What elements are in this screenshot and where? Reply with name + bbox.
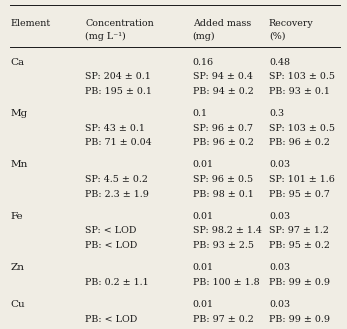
Text: Mg: Mg [10,109,28,118]
Text: PB: 71 ± 0.04: PB: 71 ± 0.04 [85,138,152,147]
Text: Added mass: Added mass [193,19,251,28]
Text: Fe: Fe [10,212,23,221]
Text: PB: 96 ± 0.2: PB: 96 ± 0.2 [193,138,253,147]
Text: PB: 98 ± 0.1: PB: 98 ± 0.1 [193,190,253,199]
Text: Ca: Ca [10,58,25,67]
Text: 0.48: 0.48 [269,58,290,67]
Text: 0.03: 0.03 [269,161,290,169]
Text: PB: 100 ± 1.8: PB: 100 ± 1.8 [193,278,259,287]
Text: SP: 101 ± 1.6: SP: 101 ± 1.6 [269,175,335,184]
Text: Mn: Mn [10,161,28,169]
Text: SP: 103 ± 0.5: SP: 103 ± 0.5 [269,124,335,133]
Text: PB: 93 ± 2.5: PB: 93 ± 2.5 [193,241,254,250]
Text: 0.16: 0.16 [193,58,214,67]
Text: SP: 43 ± 0.1: SP: 43 ± 0.1 [85,124,145,133]
Text: (%): (%) [269,32,286,41]
Text: PB: 93 ± 0.1: PB: 93 ± 0.1 [269,87,330,96]
Text: PB: 94 ± 0.2: PB: 94 ± 0.2 [193,87,253,96]
Text: SP: 204 ± 0.1: SP: 204 ± 0.1 [85,72,151,81]
Text: PB: 195 ± 0.1: PB: 195 ± 0.1 [85,87,152,96]
Text: 0.1: 0.1 [193,109,208,118]
Text: 0.01: 0.01 [193,212,214,221]
Text: SP: 94 ± 0.4: SP: 94 ± 0.4 [193,72,253,81]
Text: 0.03: 0.03 [269,212,290,221]
Text: Element: Element [10,19,51,28]
Text: PB: 99 ± 0.9: PB: 99 ± 0.9 [269,278,330,287]
Text: SP: 103 ± 0.5: SP: 103 ± 0.5 [269,72,335,81]
Text: SP: 4.5 ± 0.2: SP: 4.5 ± 0.2 [85,175,148,184]
Text: SP: 97 ± 1.2: SP: 97 ± 1.2 [269,226,329,235]
Text: PB: < LOD: PB: < LOD [85,315,137,324]
Text: 0.3: 0.3 [269,109,284,118]
Text: SP: < LOD: SP: < LOD [85,226,136,235]
Text: (mg): (mg) [193,32,215,41]
Text: PB: 0.2 ± 1.1: PB: 0.2 ± 1.1 [85,278,149,287]
Text: 0.01: 0.01 [193,300,214,309]
Text: SP: 96 ± 0.7: SP: 96 ± 0.7 [193,124,253,133]
Text: SP: 98.2 ± 1.4: SP: 98.2 ± 1.4 [193,226,261,235]
Text: PB: 96 ± 0.2: PB: 96 ± 0.2 [269,138,330,147]
Text: Recovery: Recovery [269,19,314,28]
Text: Zn: Zn [10,263,24,272]
Text: PB: 2.3 ± 1.9: PB: 2.3 ± 1.9 [85,190,149,199]
Text: Concentration: Concentration [85,19,154,28]
Text: (mg L⁻¹): (mg L⁻¹) [85,32,126,41]
Text: PB: 97 ± 0.2: PB: 97 ± 0.2 [193,315,253,324]
Text: PB: 95 ± 0.2: PB: 95 ± 0.2 [269,241,330,250]
Text: 0.01: 0.01 [193,161,214,169]
Text: 0.03: 0.03 [269,300,290,309]
Text: PB: 99 ± 0.9: PB: 99 ± 0.9 [269,315,330,324]
Text: PB: < LOD: PB: < LOD [85,241,137,250]
Text: SP: 96 ± 0.5: SP: 96 ± 0.5 [193,175,253,184]
Text: 0.01: 0.01 [193,263,214,272]
Text: 0.03: 0.03 [269,263,290,272]
Text: Cu: Cu [10,300,25,309]
Text: PB: 95 ± 0.7: PB: 95 ± 0.7 [269,190,330,199]
